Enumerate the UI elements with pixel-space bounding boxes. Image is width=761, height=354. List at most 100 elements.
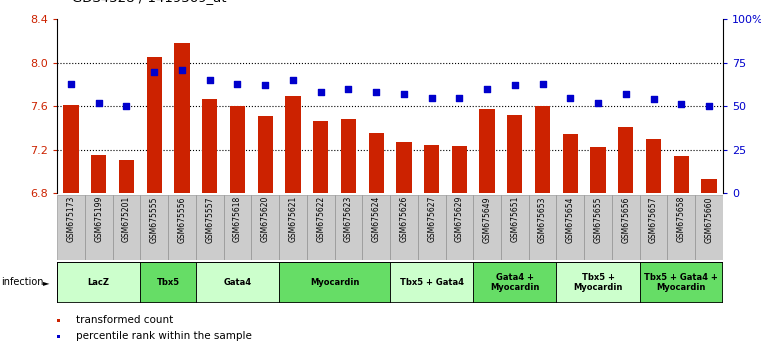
Bar [702,179,717,354]
Bar [673,156,689,354]
Bar [452,146,467,354]
Point [564,95,576,101]
Point [342,86,355,92]
Text: GSM675555: GSM675555 [150,196,159,242]
Bar [591,147,606,354]
Text: Tbx5: Tbx5 [157,278,180,287]
Bar [168,195,196,260]
Point [287,77,299,83]
Text: GSM675629: GSM675629 [455,196,464,242]
Point [370,90,382,95]
Text: GSM675658: GSM675658 [677,196,686,242]
Bar [257,116,272,354]
Text: GSM675626: GSM675626 [400,196,409,242]
Bar [479,109,495,354]
Text: GSM675655: GSM675655 [594,196,603,242]
Text: GSM675654: GSM675654 [566,196,575,242]
Bar [341,119,356,354]
Bar [202,99,218,354]
Bar [396,142,412,354]
Point [314,90,326,95]
Text: GSM675618: GSM675618 [233,196,242,242]
Bar [667,195,696,260]
Bar [612,195,640,260]
Text: ►: ► [43,278,50,287]
Bar [57,262,140,303]
Text: LacZ: LacZ [88,278,110,287]
Text: GSM675557: GSM675557 [205,196,214,242]
Bar [279,262,390,303]
Text: GSM675556: GSM675556 [177,196,186,242]
Text: Gata4: Gata4 [224,278,251,287]
Bar [445,195,473,260]
Text: GSM675660: GSM675660 [705,196,714,242]
Point [425,95,438,101]
Bar [390,262,473,303]
Bar [640,262,723,303]
Bar [174,43,189,354]
Text: GDS4328 / 1419369_at: GDS4328 / 1419369_at [72,0,227,4]
Text: GSM675623: GSM675623 [344,196,353,242]
Point [509,82,521,88]
Bar [224,195,251,260]
Bar [508,115,523,354]
Bar [640,195,667,260]
Text: GSM675651: GSM675651 [511,196,519,242]
Point [204,77,216,83]
Bar [535,106,550,354]
Point [398,91,410,97]
Bar [230,106,245,354]
Text: GSM675624: GSM675624 [371,196,380,242]
Bar [335,195,362,260]
Bar [501,195,529,260]
Bar [362,195,390,260]
Text: GSM675621: GSM675621 [288,196,298,242]
Point [481,86,493,92]
Bar [196,262,279,303]
Point [454,95,466,101]
Bar [390,195,418,260]
Bar [84,195,113,260]
Text: GSM675622: GSM675622 [316,196,325,242]
Bar [119,160,134,354]
Text: Tbx5 + Gata4: Tbx5 + Gata4 [400,278,463,287]
Bar [279,195,307,260]
Bar [313,121,328,354]
Text: Tbx5 + Gata4 +
Myocardin: Tbx5 + Gata4 + Myocardin [645,273,718,292]
Bar [57,195,84,260]
Text: GSM675173: GSM675173 [66,196,75,242]
Bar [91,155,107,354]
Point [176,67,188,73]
Point [93,100,105,105]
Bar [473,262,556,303]
Text: infection: infection [2,277,44,287]
Point [619,91,632,97]
Bar [529,195,556,260]
Bar [285,96,301,354]
Bar [562,135,578,354]
Bar [251,195,279,260]
Text: GSM675653: GSM675653 [538,196,547,242]
Text: transformed count: transformed count [76,315,174,325]
Text: GSM675656: GSM675656 [621,196,630,242]
Bar [140,195,168,260]
Bar [556,262,640,303]
Text: percentile rank within the sample: percentile rank within the sample [76,331,252,341]
Bar [140,262,196,303]
Text: GSM675620: GSM675620 [261,196,269,242]
Bar [368,133,384,354]
Point [259,82,271,88]
Text: Tbx5 +
Myocardin: Tbx5 + Myocardin [573,273,622,292]
Point [703,103,715,109]
Bar [473,195,501,260]
Bar [147,57,162,354]
Point [537,81,549,86]
Bar [618,127,633,354]
Bar [418,195,445,260]
Point [231,81,244,86]
Bar [584,195,612,260]
Bar [646,139,661,354]
Point [120,103,132,109]
Bar [556,195,584,260]
Point [65,81,77,86]
